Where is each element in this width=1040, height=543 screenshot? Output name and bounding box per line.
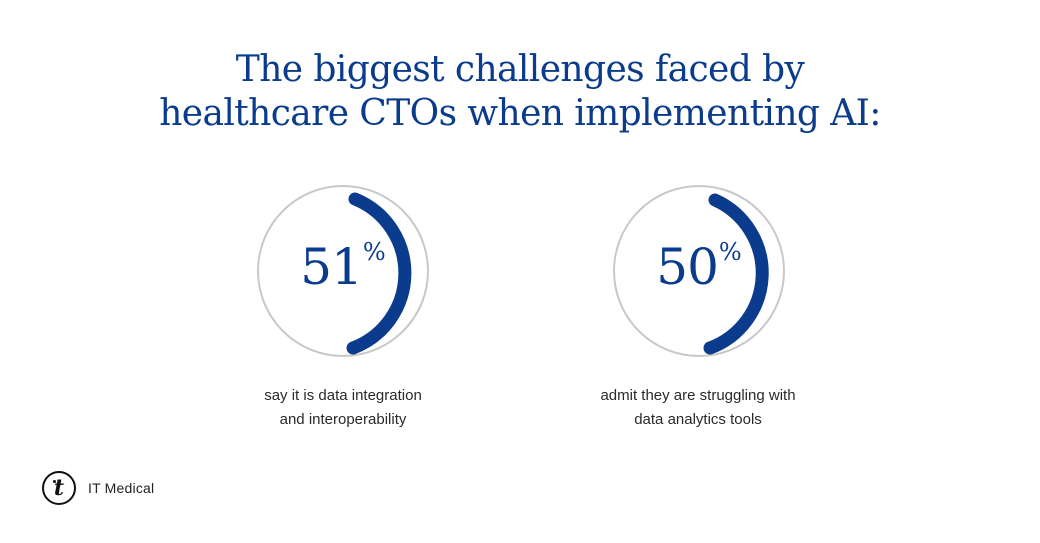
progress-ring-icon — [613, 185, 785, 357]
brand-name: IT Medical — [88, 480, 155, 496]
brand-logo: t IT Medical — [42, 471, 154, 505]
it-medical-logo-icon: t — [42, 471, 76, 505]
stat-value-2: 50% — [599, 238, 799, 296]
stat-caption-2: admit they are struggling with data anal… — [548, 384, 848, 432]
title-line-1: The biggest challenges faced by — [235, 49, 805, 90]
caption-line: say it is data integration — [264, 387, 422, 404]
stat-ring-data-integration — [243, 185, 443, 360]
stat-number: 51 — [300, 238, 363, 296]
page-title: The biggest challenges faced by healthca… — [0, 48, 1040, 136]
title-line-2: healthcare CTOs when implementing AI: — [159, 93, 881, 134]
stat-value-1: 51% — [243, 238, 443, 296]
stat-number: 50 — [656, 238, 719, 296]
caption-line: admit they are struggling with — [600, 387, 796, 404]
progress-ring-icon — [257, 185, 429, 357]
stat-caption-1: say it is data integration and interoper… — [193, 384, 493, 432]
stat-unit: % — [362, 238, 386, 266]
caption-line: data analytics tools — [634, 411, 762, 428]
caption-line: and interoperability — [279, 411, 407, 428]
stat-unit: % — [718, 238, 742, 266]
stat-ring-analytics-tools — [599, 185, 799, 360]
